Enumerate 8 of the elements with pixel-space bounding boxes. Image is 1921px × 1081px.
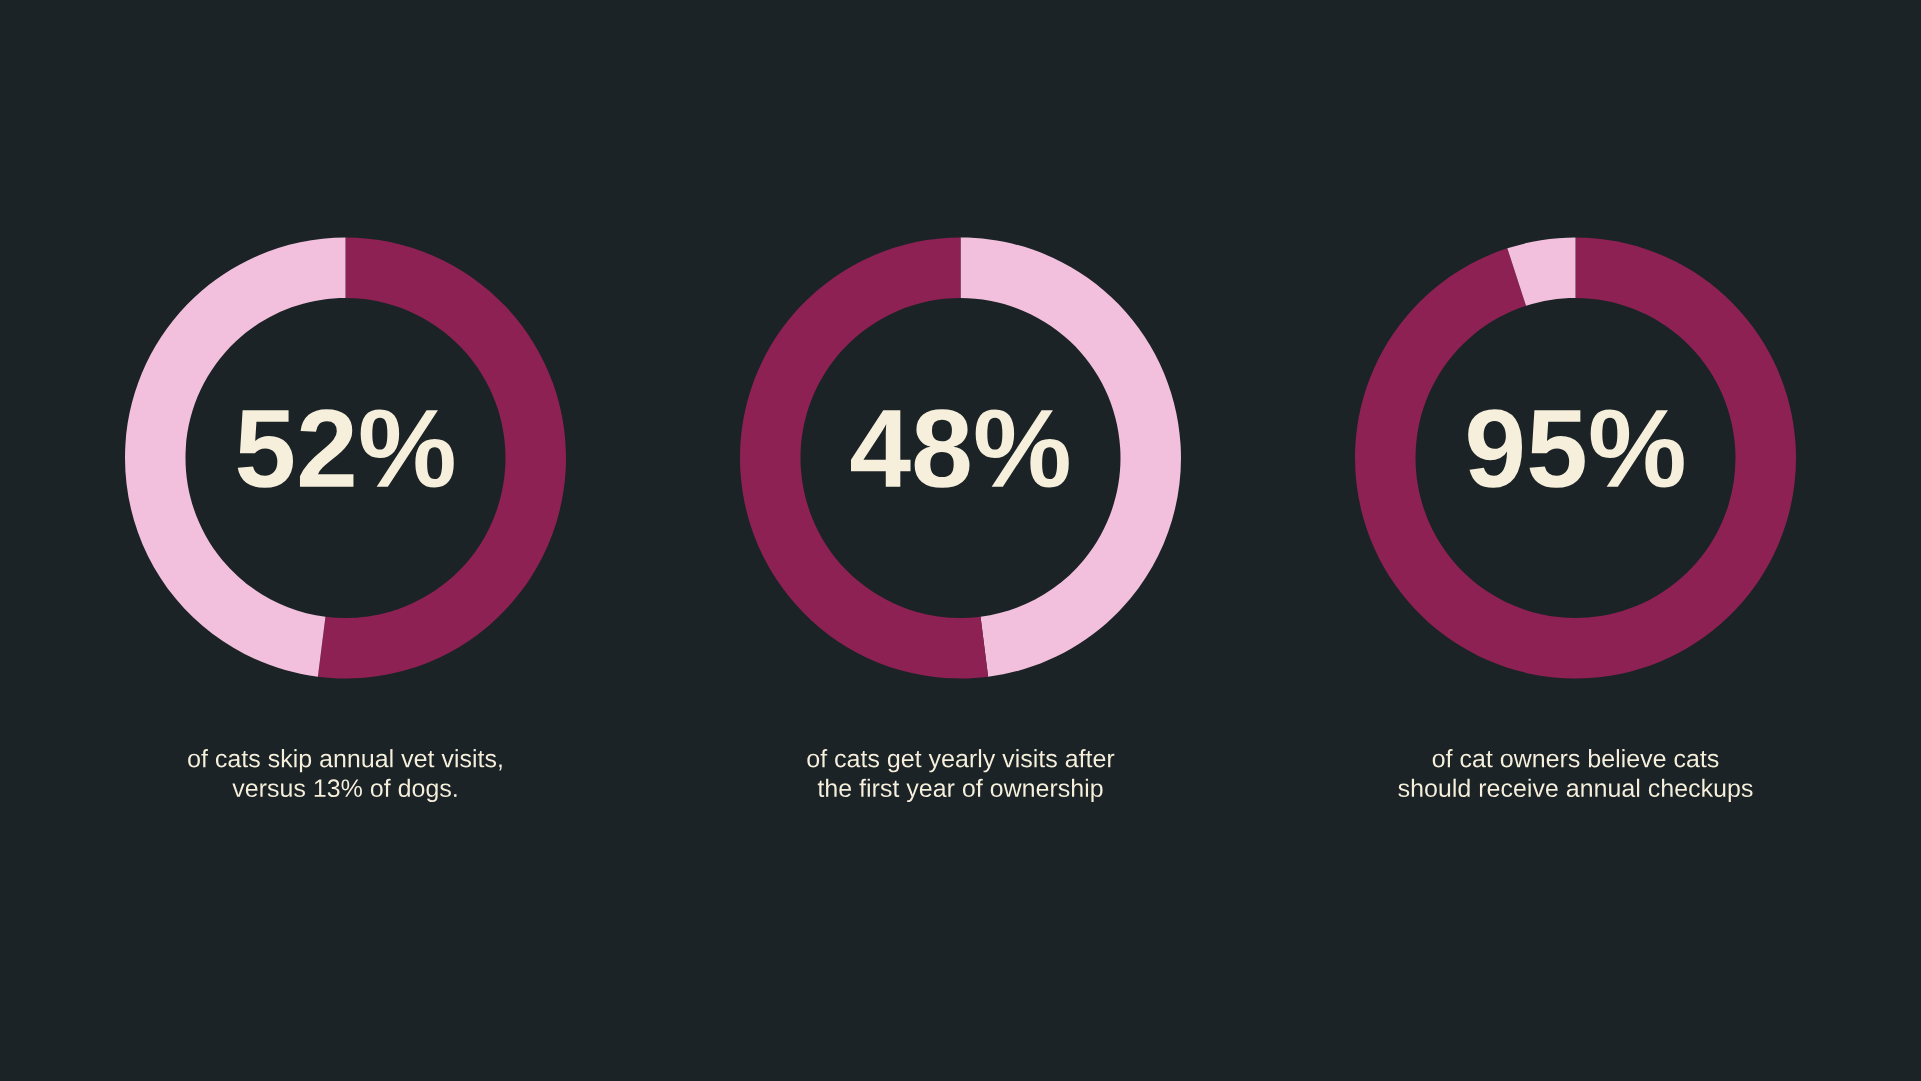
data-label: 48% (850, 409, 1069, 488)
text: of cat owners believe cats should receive annual checkups (1398, 749, 1753, 803)
donut-slice (1355, 237, 1796, 679)
text: of cats get yearly visits after the first year of ownership (807, 749, 1115, 803)
donut-slice (1507, 237, 1576, 306)
text: of cats skip annual vet visits, versus 13% of dogs. (188, 749, 502, 803)
data-label: 52% (237, 409, 454, 488)
data-label: 95% (1468, 409, 1684, 488)
